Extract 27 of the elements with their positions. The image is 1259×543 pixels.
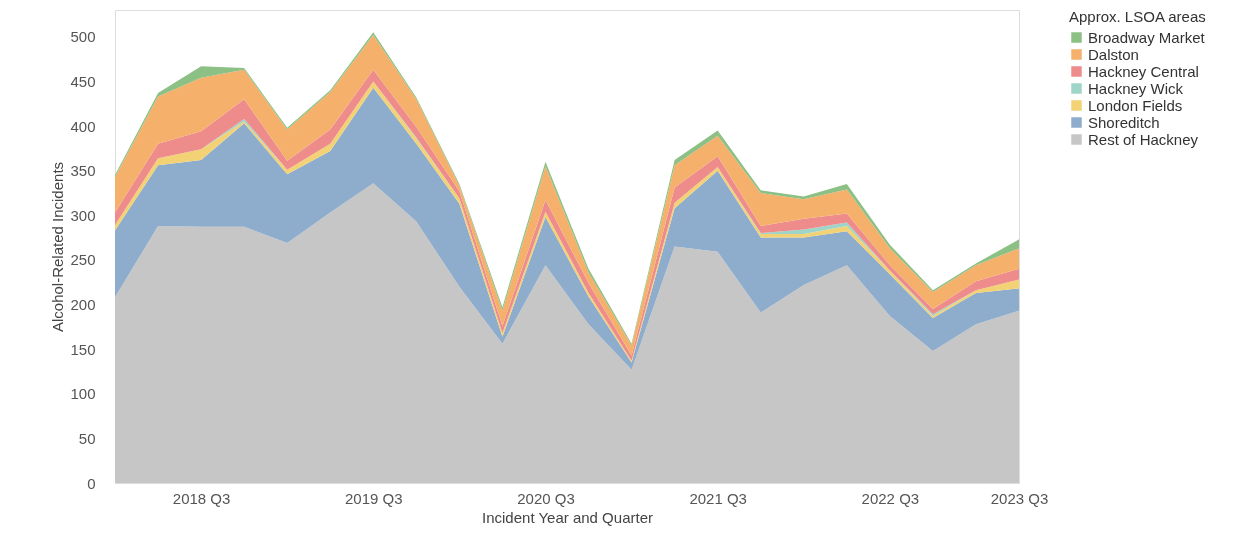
x-tick-label: 2021 Q3 — [689, 489, 747, 507]
legend-label: Hackney Central — [1088, 62, 1199, 80]
y-tick-label: 50 — [78, 429, 96, 447]
x-tick-label: 2022 Q3 — [861, 489, 920, 507]
x-tick-label: 2020 Q3 — [517, 489, 575, 507]
legend-label: London Fields — [1088, 96, 1183, 114]
y-tick-label: 300 — [70, 206, 96, 224]
y-tick-label: 0 — [87, 474, 96, 492]
legend-label: Broadway Market — [1088, 28, 1206, 46]
y-tick-label: 400 — [70, 117, 96, 135]
x-tick-label: 2018 Q3 — [172, 489, 231, 507]
y-tick-label: 500 — [70, 28, 96, 46]
y-axis-title: Alcohol-Related Incidents — [49, 161, 67, 333]
legend-label: Rest of Hackney — [1088, 130, 1199, 148]
y-tick-label: 250 — [70, 251, 96, 269]
y-tick-label: 350 — [70, 162, 96, 180]
legend-label: Shoreditch — [1088, 113, 1160, 131]
x-tick-label: 2019 Q3 — [345, 489, 403, 507]
legend-title: Approx. LSOA areas — [1069, 8, 1206, 25]
legend-label: Dalston — [1088, 45, 1139, 63]
x-tick-label: 2023 Q3 — [990, 489, 1049, 507]
legend-label: Hackney Wick — [1088, 79, 1184, 97]
y-tick-label: 150 — [70, 340, 96, 358]
y-tick-label: 100 — [70, 385, 96, 403]
y-tick-label: 200 — [70, 296, 96, 314]
x-axis-title: Incident Year and Quarter — [482, 508, 653, 526]
y-tick-label: 450 — [70, 72, 96, 90]
